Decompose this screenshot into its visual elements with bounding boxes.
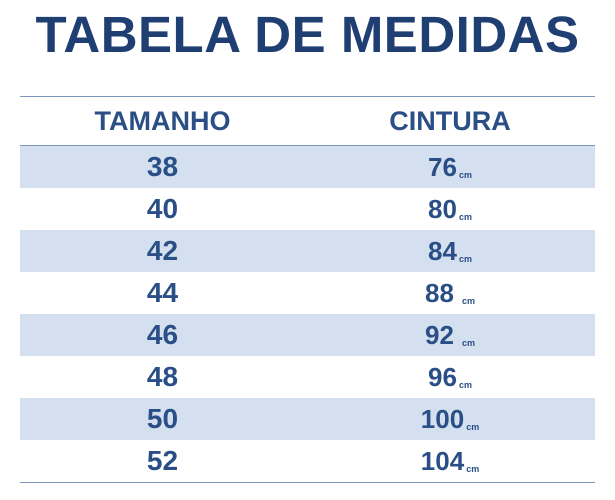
table-row: 44 88 cm [20, 272, 595, 314]
size-cell: 46 [146, 319, 179, 350]
waist-cell: 96 cm [305, 362, 595, 393]
table-row: 46 92 cm [20, 314, 595, 356]
table-row: 48 96 cm [20, 356, 595, 398]
waist-cell: 100 cm [305, 404, 595, 435]
unit-label: cm [461, 337, 475, 348]
table-row: 50 100 cm [20, 398, 595, 440]
waist-cell: 80 cm [305, 194, 595, 225]
waist-value: 104 [420, 445, 465, 476]
size-table: TAMANHO CINTURA 38 76 cm 40 80 cm 42 84 cm … [20, 96, 595, 483]
unit-label: cm [466, 421, 480, 432]
size-cell: 38 [146, 151, 179, 182]
waist-value: 76 [428, 151, 457, 182]
unit-label: cm [458, 211, 472, 222]
page-title: TABELA DE MEDIDAS [35, 6, 580, 63]
waist-value: 96 [428, 361, 457, 392]
size-cell: 42 [146, 235, 179, 266]
unit-label: cm [466, 463, 480, 474]
unit-label: cm [458, 253, 472, 264]
table-header-row: TAMANHO CINTURA [20, 97, 595, 146]
waist-value: 84 [428, 235, 457, 266]
waist-value: 80 [428, 193, 457, 224]
unit-label: cm [458, 379, 472, 390]
column-header-size: TAMANHO [94, 105, 231, 136]
table-row: 38 76 cm [20, 146, 595, 188]
size-cell: 40 [146, 193, 179, 224]
size-cell: 48 [146, 361, 179, 392]
unit-label: cm [461, 295, 475, 306]
waist-value: 88 [425, 277, 454, 308]
table-row: 52 104 cm [20, 440, 595, 482]
table-row: 42 84 cm [20, 230, 595, 272]
waist-cell: 104 cm [305, 446, 595, 477]
waist-value: 92 [425, 319, 454, 350]
size-cell: 44 [146, 277, 179, 308]
unit-label: cm [458, 169, 472, 180]
size-cell: 52 [146, 445, 179, 476]
table-row: 40 80 cm [20, 188, 595, 230]
waist-cell: 76 cm [305, 152, 595, 183]
waist-value: 100 [420, 403, 465, 434]
waist-cell: 88 cm [305, 278, 595, 309]
size-cell: 50 [146, 403, 179, 434]
column-header-waist: CINTURA [389, 105, 511, 136]
waist-cell: 92 cm [305, 320, 595, 351]
waist-cell: 84 cm [305, 236, 595, 267]
